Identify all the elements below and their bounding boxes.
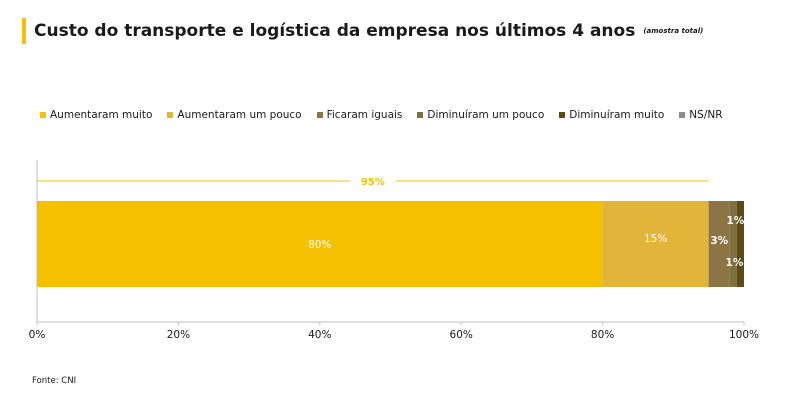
legend-label: Diminuíram muito bbox=[569, 109, 665, 121]
x-tick-label: 0% bbox=[29, 329, 46, 341]
title-accent-bar bbox=[22, 18, 26, 44]
legend-label: Aumentaram muito bbox=[50, 109, 153, 121]
title-block: Custo do transporte e logística da empre… bbox=[22, 18, 703, 44]
data-label: 1% bbox=[726, 215, 744, 227]
legend-swatch bbox=[40, 112, 46, 118]
legend-swatch bbox=[679, 112, 686, 118]
legend-swatch bbox=[559, 112, 566, 118]
data-label: 15% bbox=[644, 233, 667, 245]
legend-item: NS/NR bbox=[679, 109, 723, 121]
bar-segment bbox=[37, 201, 603, 287]
source-note: Fonte: CNI bbox=[32, 376, 77, 386]
bar-segment bbox=[602, 201, 709, 287]
legend-swatch bbox=[316, 112, 323, 118]
legend-item: Aumentaram um pouco bbox=[167, 109, 302, 121]
x-tick-label: 60% bbox=[450, 329, 473, 341]
data-label: 80% bbox=[308, 239, 331, 251]
legend: Aumentaram muito Aumentaram um pouco Ficar… bbox=[40, 109, 738, 121]
x-tick-label: 80% bbox=[591, 329, 614, 341]
data-label: 1% bbox=[726, 257, 744, 269]
legend-item: Diminuíram um pouco bbox=[417, 109, 544, 121]
bar-segment bbox=[708, 201, 730, 287]
legend-label: Ficaram iguais bbox=[326, 109, 403, 121]
data-label: 3% bbox=[710, 235, 728, 247]
chart-subtitle: (amostra total) bbox=[643, 27, 704, 35]
annotation-label: 95% bbox=[361, 177, 385, 188]
x-tick-label: 100% bbox=[729, 329, 759, 341]
bar-segment bbox=[736, 201, 744, 287]
legend-label: Diminuíram um pouco bbox=[427, 109, 545, 121]
x-tick-label: 20% bbox=[167, 329, 190, 341]
legend-swatch bbox=[167, 112, 174, 118]
chart-title: Custo do transporte e logística da empre… bbox=[34, 21, 636, 41]
legend-item: Ficaram iguais bbox=[316, 109, 403, 121]
legend-swatch bbox=[417, 112, 424, 118]
bar-segment bbox=[729, 201, 737, 287]
legend-label: Aumentaram um pouco bbox=[177, 109, 302, 121]
legend-item: Aumentaram muito bbox=[40, 109, 152, 121]
legend-label: NS/NR bbox=[689, 109, 723, 121]
x-tick-label: 40% bbox=[308, 329, 331, 341]
legend-item: Diminuíram muito bbox=[559, 109, 664, 121]
